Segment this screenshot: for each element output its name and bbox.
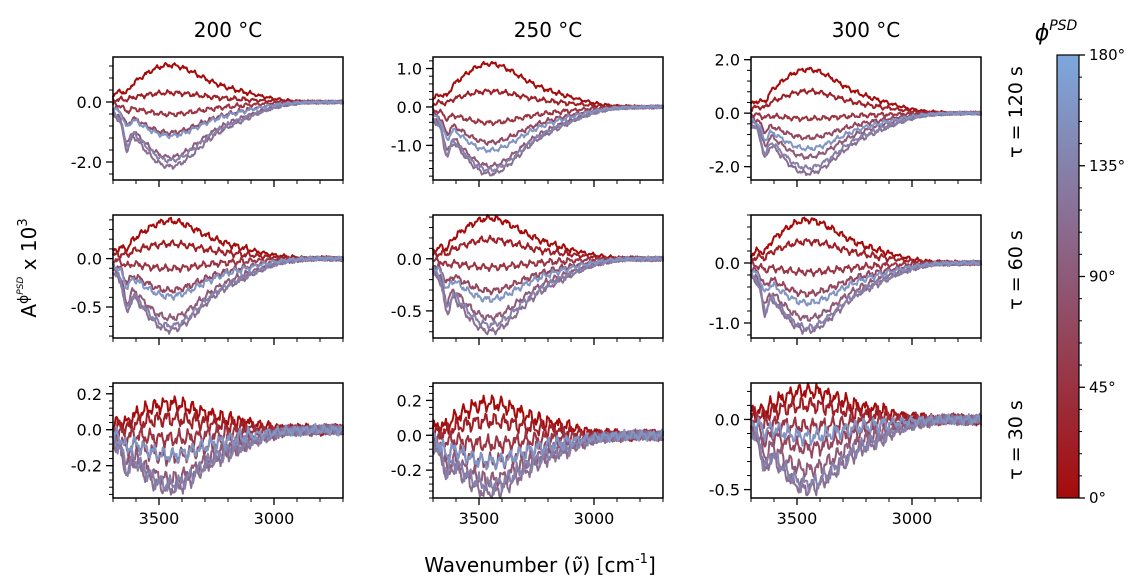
x-tick-label: 3500 bbox=[459, 509, 500, 528]
y-tick-label: 0.0 bbox=[397, 250, 422, 269]
panel-1-2: 0.0 -1.0 bbox=[709, 214, 982, 345]
series-line-0 bbox=[750, 216, 982, 267]
colorbar-tick-label: 0° bbox=[1089, 489, 1106, 507]
y-axis-label-suffix: x 10 bbox=[17, 227, 41, 277]
series-line-5 bbox=[112, 424, 344, 496]
y-tick-label: 0.0 bbox=[715, 254, 740, 273]
colorbar-tick-label: 90° bbox=[1089, 268, 1116, 286]
column-title-300: 300 °C bbox=[832, 18, 901, 42]
x-axis-label-unit: ) [cm bbox=[583, 553, 635, 577]
x-axis-label-prefix: Wavenumber ( bbox=[424, 553, 571, 577]
series-line-0 bbox=[432, 214, 664, 262]
series-line-6 bbox=[432, 429, 664, 496]
y-tick-label: 0.0 bbox=[77, 250, 102, 269]
x-tick-label: 3500 bbox=[777, 509, 818, 528]
panel-1-0: 0.0 -0.5 bbox=[71, 214, 344, 345]
column-title-200: 200 °C bbox=[194, 18, 263, 42]
y-tick-label: 0.2 bbox=[397, 391, 422, 410]
colorbar-tick-label: 135° bbox=[1089, 157, 1125, 175]
panel-2-0: 0.2 0.0 -0.2 3500 3000 bbox=[71, 382, 344, 528]
panel-2-1: 0.2 0.0 -0.2 3500 3000 bbox=[391, 382, 664, 528]
y-axis-label-exp: 3 bbox=[16, 218, 31, 226]
y-tick-label: 0.0 bbox=[397, 426, 422, 445]
colorbar-tick-label: 45° bbox=[1089, 378, 1116, 396]
series-line-7 bbox=[112, 422, 344, 464]
y-tick-label: -2.0 bbox=[709, 158, 740, 177]
y-tick-label: 0.0 bbox=[715, 104, 740, 123]
y-axis-label-sup2: PSD bbox=[16, 277, 26, 295]
y-tick-label: 2.0 bbox=[715, 51, 740, 70]
panel-2-2: 0.0 -0.5 3500 3000 bbox=[709, 382, 982, 528]
series-line-3 bbox=[432, 104, 664, 146]
y-tick-label: 0.0 bbox=[77, 421, 102, 440]
y-tick-label: -0.5 bbox=[709, 481, 740, 500]
colorbar-ticks: 0° 45° 90° 135° 180° bbox=[1079, 46, 1125, 507]
colorbar-tick-label: 180° bbox=[1089, 46, 1125, 64]
y-tick-label: 0.0 bbox=[397, 98, 422, 117]
panels-group: 0.0 -2.0 1.0 0.0 -1.0 2.0 0.0 -2.0 0.0 -0.5 0.0 -0.… bbox=[71, 51, 982, 528]
series-line-4 bbox=[750, 412, 982, 478]
series-line-5 bbox=[112, 255, 344, 335]
y-axis-label-base: A bbox=[17, 304, 41, 318]
series-line-0 bbox=[750, 66, 982, 116]
y-axis-label: AϕPSD x 103 bbox=[16, 218, 41, 317]
x-axis-label-symbol: ν̃ bbox=[571, 553, 582, 577]
y-tick-label: -2.0 bbox=[71, 153, 102, 172]
series-line-7 bbox=[432, 104, 664, 154]
x-axis-label-close: ] bbox=[648, 553, 656, 577]
y-tick-label: 0.0 bbox=[77, 93, 102, 112]
series-line-6 bbox=[432, 104, 664, 173]
column-title-250: 250 °C bbox=[514, 18, 583, 42]
y-tick-label: 0.0 bbox=[715, 410, 740, 429]
y-tick-label: -0.2 bbox=[71, 457, 102, 476]
row-label-30s: τ = 30 s bbox=[1005, 400, 1027, 480]
x-tick-label: 3000 bbox=[892, 509, 933, 528]
x-tick-label: 3000 bbox=[574, 509, 615, 528]
panel-frame bbox=[112, 56, 344, 181]
y-tick-label: -0.5 bbox=[391, 302, 422, 321]
series-line-7 bbox=[112, 255, 344, 301]
y-tick-label: -1.0 bbox=[391, 136, 422, 155]
colorbar bbox=[1056, 54, 1080, 499]
x-tick-label: 3500 bbox=[139, 509, 180, 528]
series-line-7 bbox=[432, 428, 664, 471]
row-label-120s: τ = 120 s bbox=[1005, 66, 1027, 158]
panel-1-1: 0.0 -0.5 bbox=[391, 214, 664, 345]
series-line-7 bbox=[750, 110, 982, 152]
y-axis-label-sup: ϕ bbox=[16, 295, 32, 304]
colorbar-title-sup: PSD bbox=[1049, 18, 1077, 34]
y-tick-label: -0.5 bbox=[71, 298, 102, 317]
series-line-0 bbox=[112, 216, 344, 262]
row-label-60s: τ = 60 s bbox=[1005, 230, 1027, 310]
y-tick-label: 0.2 bbox=[77, 385, 102, 404]
series-line-7 bbox=[112, 99, 344, 140]
series-line-5 bbox=[112, 99, 344, 170]
x-tick-label: 3000 bbox=[254, 509, 295, 528]
y-tick-label: -0.2 bbox=[391, 461, 422, 480]
colorbar-title: ϕPSD bbox=[1035, 18, 1078, 46]
series-line-6 bbox=[750, 110, 982, 171]
panel-0-0: 0.0 -2.0 bbox=[71, 56, 344, 187]
panel-0-1: 1.0 0.0 -1.0 bbox=[391, 56, 664, 187]
panel-frame bbox=[112, 214, 344, 339]
y-tick-label: 1.0 bbox=[397, 60, 422, 79]
panel-0-2: 2.0 0.0 -2.0 bbox=[709, 51, 982, 187]
series-line-5 bbox=[432, 104, 664, 177]
colorbar-title-base: ϕ bbox=[1035, 21, 1050, 46]
panel-frame bbox=[750, 56, 982, 181]
y-tick-label: -1.0 bbox=[709, 314, 740, 333]
series-line-7 bbox=[750, 413, 982, 447]
x-axis-label-sup: -1 bbox=[635, 552, 648, 567]
x-axis-label: Wavenumber (ν̃) [cm-1] bbox=[424, 552, 656, 577]
series-line-7 bbox=[432, 255, 664, 303]
series-line-7 bbox=[750, 259, 982, 307]
